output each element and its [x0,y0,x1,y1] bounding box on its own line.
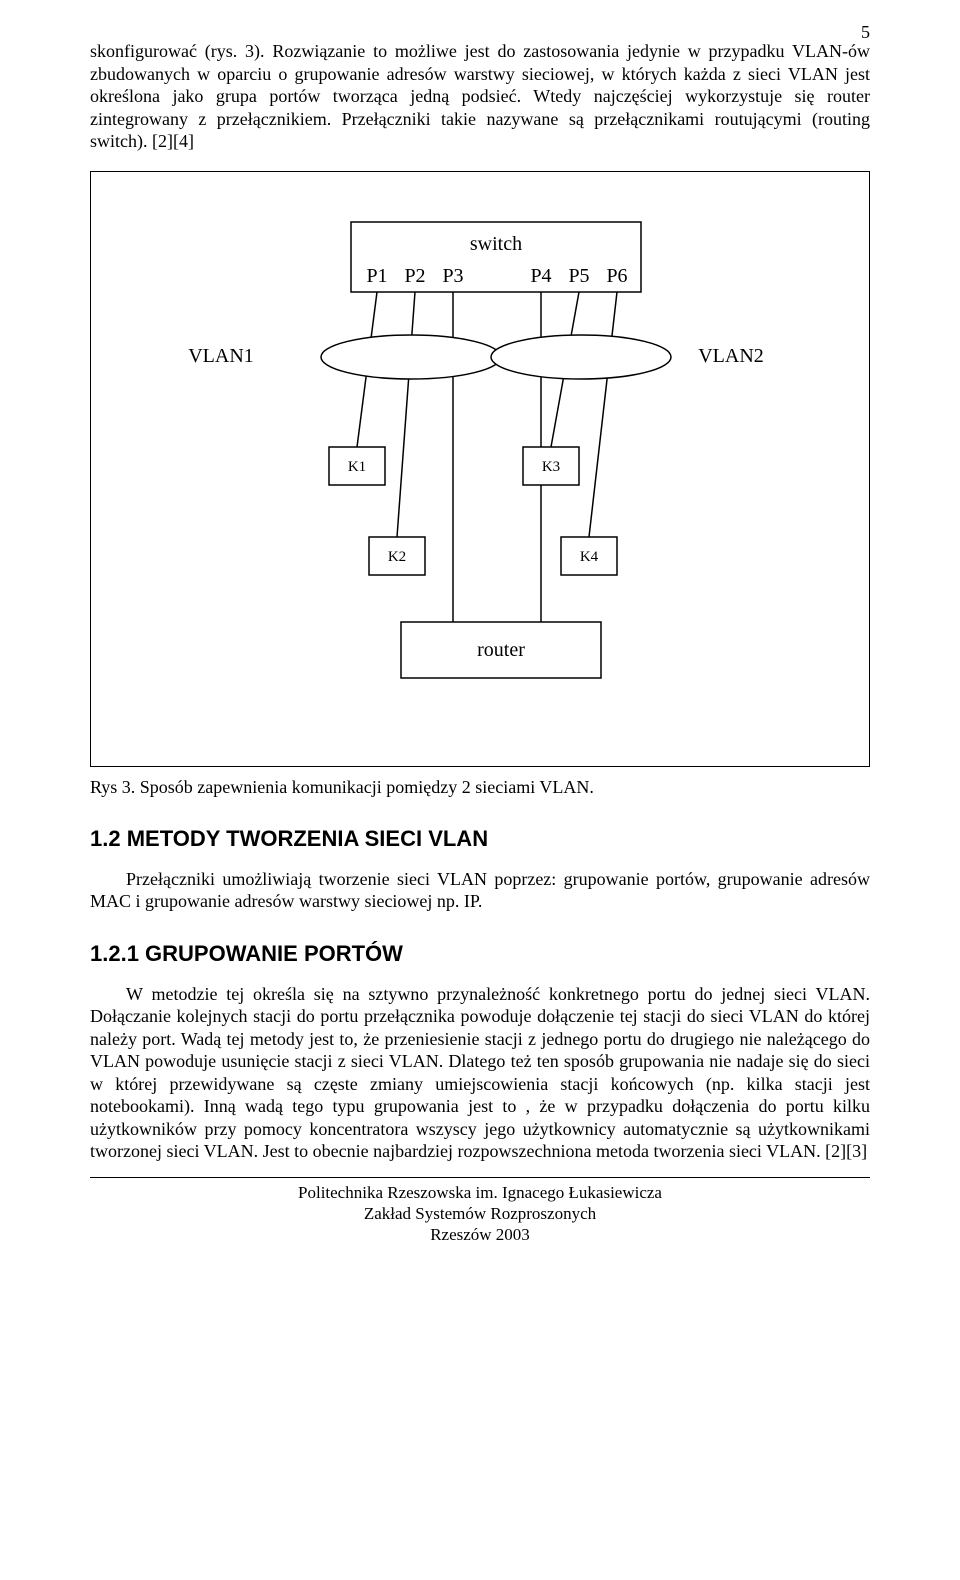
svg-text:P2: P2 [404,265,425,287]
figure-caption: Rys 3. Sposób zapewnienia komunikacji po… [90,777,870,798]
svg-text:P5: P5 [568,265,589,287]
footer-department: Zakład Systemów Rozproszonych [90,1203,870,1224]
network-diagram-frame: switch P1 P2 P3 P4 P5 P6 VLAN1 VLAN2 K1 K3 K2 K4 rout… [90,171,870,767]
section-heading-1-2-1: 1.2.1 GRUPOWANIE PORTÓW [90,941,870,967]
svg-text:K2: K2 [388,549,406,565]
svg-text:P1: P1 [366,265,387,287]
page: 5 skonfigurować (rys. 3). Rozwiązanie to… [0,0,960,1580]
svg-text:K3: K3 [542,459,560,475]
svg-text:VLAN1: VLAN1 [188,345,254,367]
footer-year: Rzeszów 2003 [90,1224,870,1245]
paragraph-2: Przełączniki umożliwiają tworzenie sieci… [90,868,870,913]
paragraph-1: skonfigurować (rys. 3). Rozwiązanie to m… [90,40,870,153]
svg-text:P3: P3 [442,265,463,287]
svg-text:K1: K1 [348,459,366,475]
svg-text:P6: P6 [606,265,627,287]
footer-institution: Politechnika Rzeszowska im. Ignacego Łuk… [90,1182,870,1203]
svg-text:router: router [477,639,525,661]
svg-text:switch: switch [470,233,522,255]
page-number: 5 [861,22,870,43]
network-diagram: switch P1 P2 P3 P4 P5 P6 VLAN1 VLAN2 K1 K3 K2 K4 rout… [111,202,851,702]
section-heading-1-2: 1.2 METODY TWORZENIA SIECI VLAN [90,826,870,852]
svg-text:VLAN2: VLAN2 [698,345,764,367]
paragraph-3: W metodzie tej określa się na sztywno pr… [90,983,870,1163]
page-footer: Politechnika Rzeszowska im. Ignacego Łuk… [90,1177,870,1246]
svg-text:K4: K4 [580,549,599,565]
svg-text:P4: P4 [530,265,551,287]
